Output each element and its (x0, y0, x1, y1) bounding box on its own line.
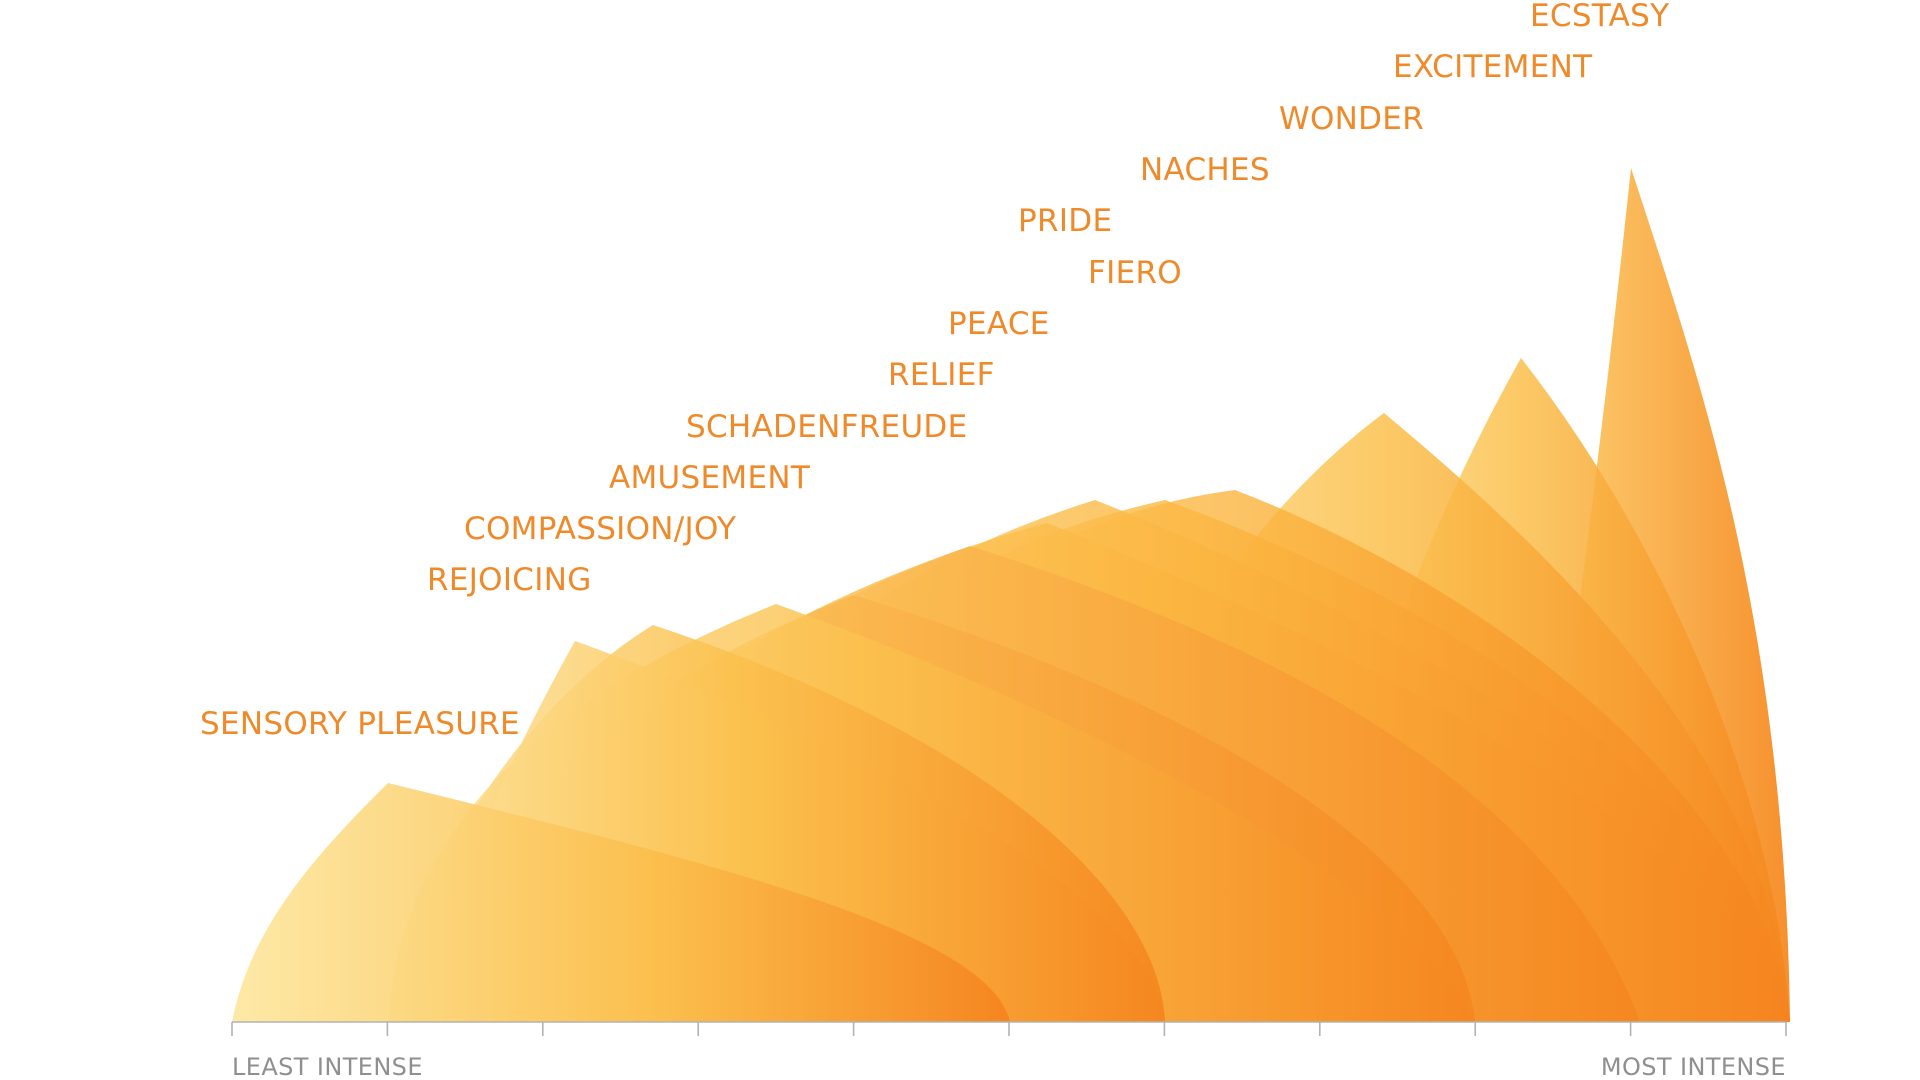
label-fiero: FIERO (1088, 255, 1182, 291)
label-compassion-joy: COMPASSION/JOY (464, 511, 736, 547)
label-peace: PEACE (948, 306, 1050, 342)
axis-label-most-intense: MOST INTENSE (1601, 1053, 1786, 1080)
label-pride: PRIDE (1018, 203, 1112, 239)
emotion-labels: SENSORY PLEASURE REJOICING COMPASSION/JO… (200, 0, 1669, 742)
label-relief: RELIEF (888, 357, 995, 393)
label-schadenfreude: SCHADENFREUDE (686, 409, 968, 445)
emotion-curves (232, 168, 1790, 1022)
label-rejoicing: REJOICING (427, 562, 592, 598)
label-naches: NACHES (1140, 152, 1270, 188)
curve-sensory-pleasure (232, 783, 1010, 1022)
label-amusement: AMUSEMENT (609, 460, 811, 496)
axis-label-least-intense: LEAST INTENSE (232, 1053, 423, 1080)
intensity-axis: LEAST INTENSE MOST INTENSE (231, 1021, 1787, 1080)
axis-ticks (231, 1022, 1787, 1036)
label-ecstasy: ECSTASY (1530, 0, 1669, 34)
label-excitement: EXCITEMENT (1393, 49, 1593, 85)
label-sensory-pleasure: SENSORY PLEASURE (200, 706, 520, 742)
label-wonder: WONDER (1279, 101, 1424, 137)
